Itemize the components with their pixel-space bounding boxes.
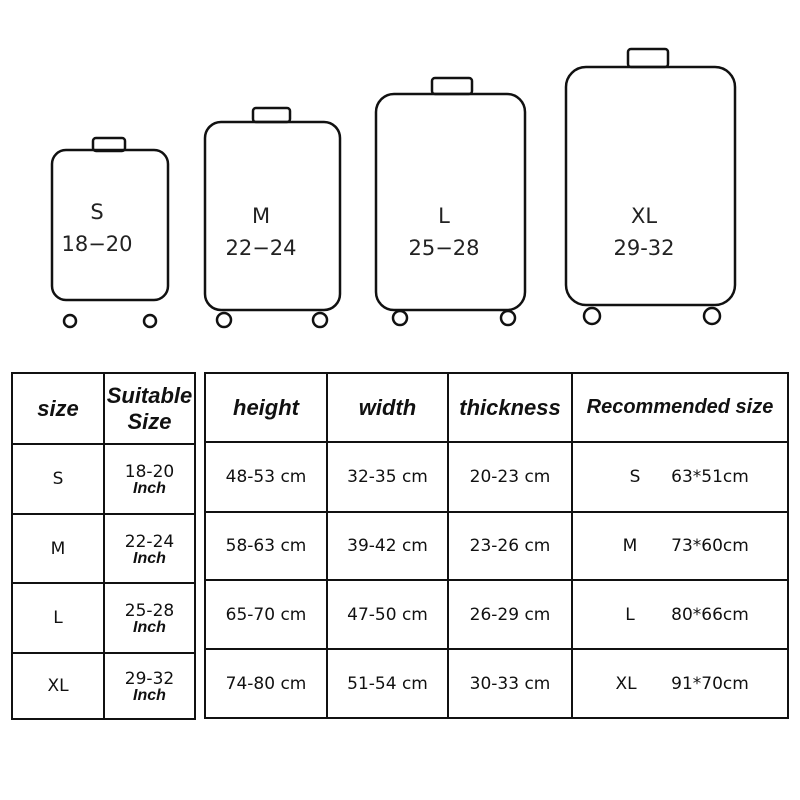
header-width: width	[326, 372, 449, 443]
header-recommended-size: Recommended size	[571, 372, 789, 443]
header-suitable-size: Suitable Size	[103, 372, 196, 445]
table-row: M 22-24 Inch	[11, 513, 196, 584]
suitcase-xl-label: XL 29-32	[613, 204, 675, 260]
table-row: L 25-28 Inch	[11, 582, 196, 654]
table-row: 58-63 cm 39-42 cm 23-26 cm M 73*60cm	[204, 511, 789, 581]
suitcase-xl-icon	[564, 47, 737, 326]
suitcase-l-icon	[374, 76, 527, 327]
suitcase-s-icon	[50, 136, 170, 329]
suitcase-l-label: L 25−28	[408, 204, 480, 260]
size-table: size Suitable Size S 18-20 Inch M 22-24 In…	[11, 372, 196, 720]
suitcase-illustrations	[50, 47, 737, 329]
table-row: S 18-20 Inch	[11, 443, 196, 515]
suitcase-m-icon	[203, 106, 342, 329]
header-height: height	[204, 372, 328, 443]
table-row: XL 29-32 Inch	[11, 652, 196, 720]
suitcase-s-label: S 18−20	[61, 200, 133, 256]
header-thickness: thickness	[447, 372, 573, 443]
suitcase-m-label: M 22−24	[225, 204, 297, 260]
header-size: size	[11, 372, 105, 445]
table-row: 65-70 cm 47-50 cm 26-29 cm L 80*66cm	[204, 579, 789, 650]
table-row: 48-53 cm 32-35 cm 20-23 cm S 63*51cm	[204, 441, 789, 513]
dimensions-table: height width thickness Recommended size …	[204, 372, 789, 719]
table-row: 74-80 cm 51-54 cm 30-33 cm XL 91*70cm	[204, 648, 789, 719]
